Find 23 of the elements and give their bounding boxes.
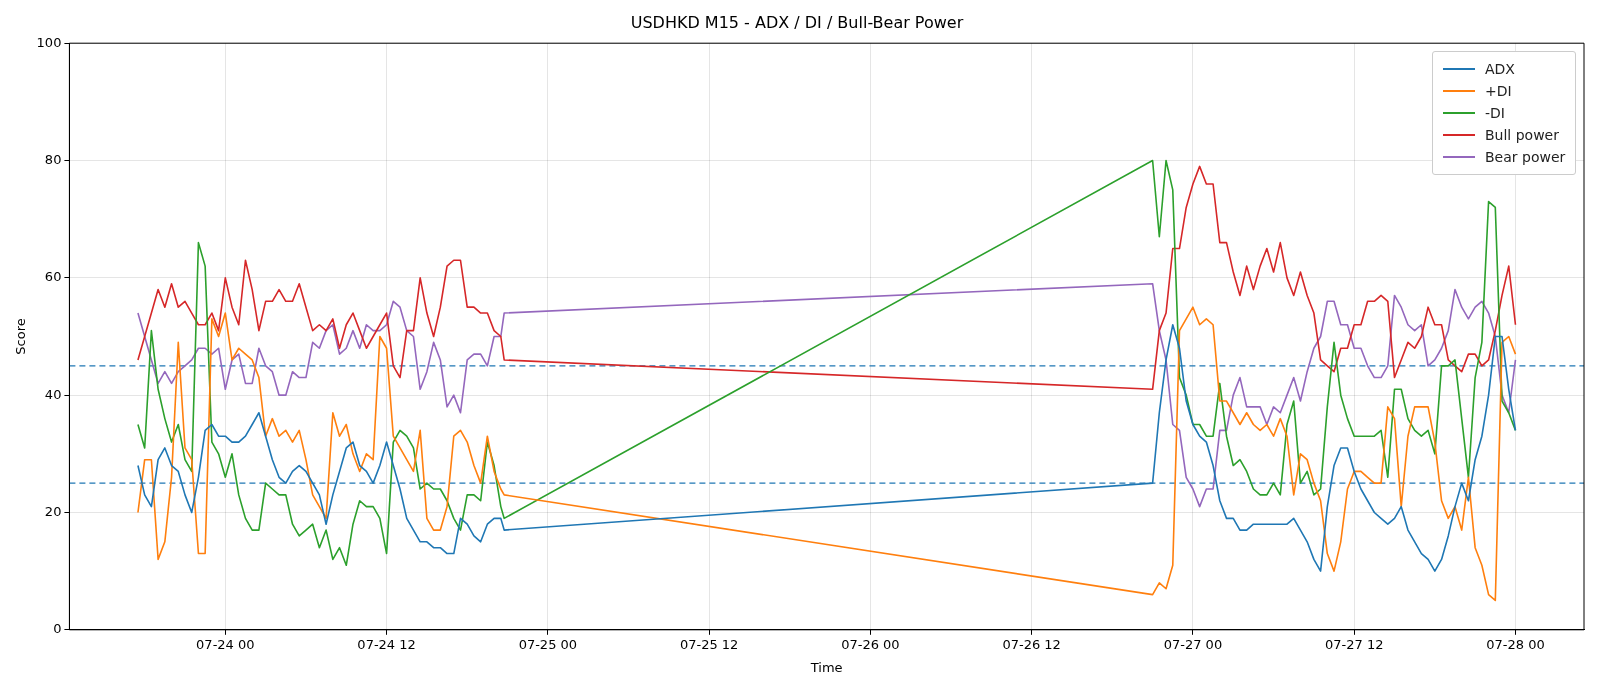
x-tick-label: 07-27 12 [1324,636,1384,652]
y-axis-title: Score [13,318,29,355]
x-tick-label: 07-27 00 [1163,636,1223,652]
legend-label: Bull power [1485,127,1559,144]
y-tick-label: 100 [36,34,62,50]
x-axis-title: Time [809,659,843,675]
x-tick-label: 07-25 12 [679,636,739,652]
legend-label: +DI [1485,83,1512,100]
legend-label: -DI [1485,105,1505,122]
y-tick-label: 60 [44,269,62,285]
y-tick-label: 0 [53,621,62,637]
x-tick-label: 07-26 12 [1002,636,1061,652]
x-tick-label: 07-24 00 [196,636,255,652]
x-tick-label: 07-28 00 [1486,636,1545,652]
legend-label: Bear power [1485,149,1566,166]
x-tick-label: 07-24 12 [357,636,416,652]
y-tick-label: 40 [44,386,62,402]
legend-label: ADX [1485,61,1515,78]
x-tick-label: 07-26 00 [841,636,900,652]
y-tick-label: 80 [44,151,62,167]
y-tick-label: 20 [44,503,62,519]
chart-title: USDHKD M15 - ADX / DI / Bull-Bear Power [630,12,964,32]
x-tick-label: 07-25 00 [518,636,578,652]
